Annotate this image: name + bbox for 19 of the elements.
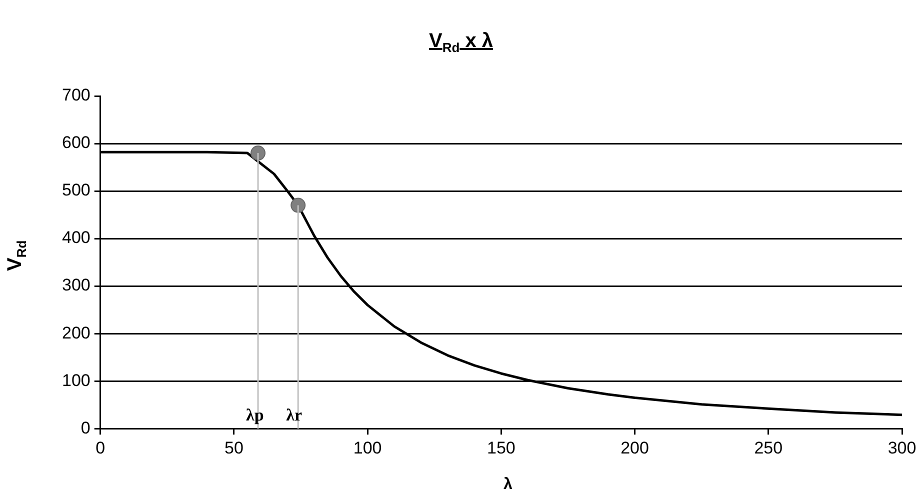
ref-line-label: λp bbox=[246, 405, 264, 424]
x-tick-label: 250 bbox=[754, 438, 783, 458]
ref-line-label: λr bbox=[286, 405, 302, 424]
y-tick-label: 200 bbox=[62, 323, 90, 342]
x-tick-label: 200 bbox=[620, 438, 649, 458]
y-tick-label: 0 bbox=[80, 418, 90, 438]
y-tick-label: 500 bbox=[62, 180, 90, 200]
x-tick-label: 100 bbox=[353, 438, 382, 458]
y-tick-label: 300 bbox=[62, 276, 90, 295]
y-tick-label: 100 bbox=[62, 370, 90, 390]
x-tick-label: 0 bbox=[96, 438, 106, 458]
chart-title: V$_{Rd}$ x λ bbox=[428, 30, 494, 55]
y-tick-label: 700 bbox=[62, 86, 90, 105]
x-tick-label: 300 bbox=[888, 438, 916, 458]
y-tick-label: 600 bbox=[62, 133, 90, 152]
x-tick-label: 50 bbox=[224, 438, 244, 458]
x-axis-title: λ bbox=[502, 476, 514, 494]
x-tick-label: 150 bbox=[486, 438, 516, 458]
y-tick-label: 400 bbox=[62, 228, 90, 248]
